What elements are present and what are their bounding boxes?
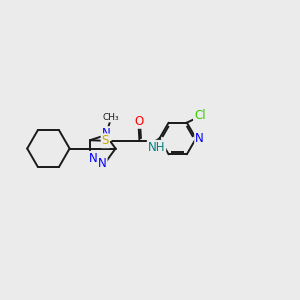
Text: O: O bbox=[134, 115, 143, 128]
Text: N: N bbox=[195, 132, 204, 145]
Text: NH: NH bbox=[148, 141, 165, 154]
Text: S: S bbox=[102, 134, 109, 147]
Text: Cl: Cl bbox=[194, 110, 206, 122]
Text: CH₃: CH₃ bbox=[103, 112, 119, 122]
Text: N: N bbox=[89, 152, 98, 165]
Text: N: N bbox=[102, 127, 111, 140]
Text: N: N bbox=[98, 157, 106, 170]
